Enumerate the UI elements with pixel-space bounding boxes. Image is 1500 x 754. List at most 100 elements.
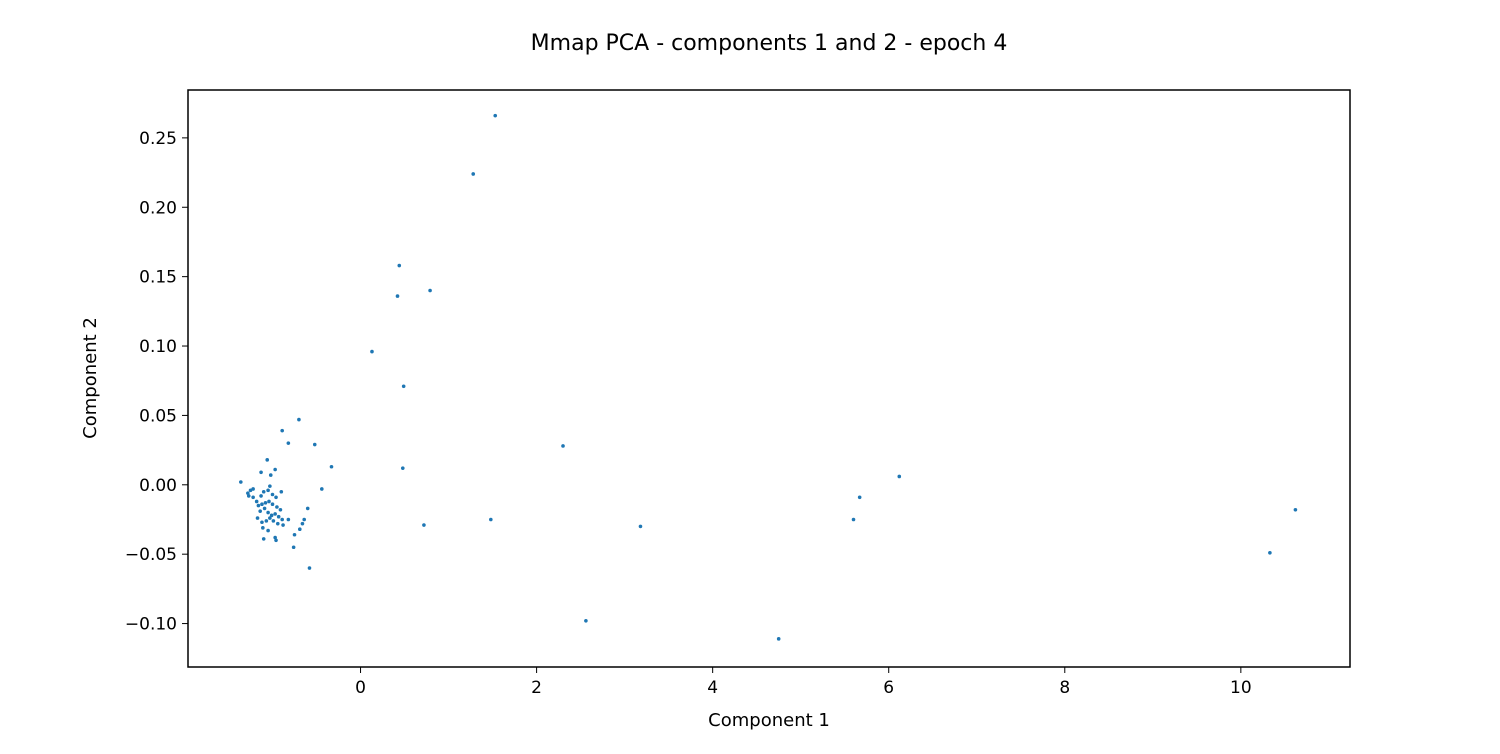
data-point	[320, 487, 324, 491]
y-tick-label: 0.20	[139, 198, 177, 218]
x-axis-label: Component 1	[708, 710, 830, 731]
data-point	[258, 509, 262, 513]
data-point	[278, 507, 283, 512]
data-point	[266, 488, 270, 493]
data-point	[307, 566, 312, 570]
data-point	[248, 488, 253, 493]
data-point	[851, 517, 856, 522]
data-point	[267, 499, 271, 504]
data-point	[1293, 507, 1298, 512]
y-axis-label: Component 2	[80, 317, 101, 439]
data-point	[297, 417, 301, 422]
x-tick-label: 10	[1230, 678, 1252, 698]
y-axis-ticks: −0.10 −0.05 0.00 0.05 0.10 0.15 0.20 0.25	[125, 129, 188, 635]
data-point	[493, 113, 498, 118]
chart-title: Mmap PCA - components 1 and 2 - epoch 4	[531, 31, 1008, 56]
data-point	[262, 506, 267, 511]
data-point	[255, 516, 260, 520]
data-point	[422, 523, 426, 527]
data-point	[276, 514, 281, 519]
data-point	[251, 487, 255, 491]
data-point	[395, 294, 400, 298]
data-point	[270, 492, 275, 497]
data-point	[1268, 550, 1272, 555]
data-point	[246, 491, 250, 495]
data-point	[561, 444, 565, 448]
plot-frame	[187, 89, 1351, 668]
data-point	[261, 537, 266, 541]
data-point	[273, 512, 277, 516]
data-point	[286, 517, 291, 522]
data-point	[401, 384, 406, 389]
data-point	[264, 519, 269, 523]
data-point	[261, 489, 266, 494]
data-point	[265, 458, 270, 462]
data-point	[268, 473, 273, 477]
data-point	[259, 470, 263, 475]
data-point	[260, 502, 264, 507]
data-point	[275, 505, 279, 509]
data-point	[274, 538, 278, 543]
y-tick-label: 0.25	[139, 129, 177, 149]
data-point	[273, 467, 277, 472]
data-point	[329, 464, 334, 469]
x-tick-label: 0	[355, 678, 366, 698]
data-point	[776, 637, 781, 641]
data-point	[857, 495, 862, 500]
data-point	[471, 172, 476, 176]
x-tick-label: 2	[531, 678, 542, 698]
data-point	[638, 524, 643, 529]
data-point	[489, 517, 493, 522]
data-point	[263, 501, 268, 505]
data-point	[280, 428, 284, 433]
data-point	[370, 349, 374, 354]
data-point	[254, 499, 259, 504]
data-point	[246, 494, 251, 498]
data-point	[239, 480, 243, 484]
y-tick-label: 0.15	[139, 268, 177, 288]
data-point	[312, 442, 317, 447]
data-point	[400, 466, 405, 470]
data-point	[266, 528, 270, 533]
x-tick-label: 8	[1059, 678, 1070, 698]
data-point	[300, 521, 305, 526]
x-tick-label: 6	[883, 678, 894, 698]
data-point	[270, 502, 275, 507]
data-point	[261, 526, 265, 530]
data-point	[291, 545, 296, 550]
data-point	[260, 520, 264, 525]
data-point	[298, 527, 302, 531]
data-point	[268, 484, 272, 488]
data-point	[302, 517, 307, 522]
data-point	[397, 263, 402, 268]
data-point	[280, 517, 284, 522]
data-point	[266, 510, 270, 515]
data-point	[897, 474, 902, 479]
data-point	[259, 494, 263, 498]
data-point	[292, 532, 297, 537]
data-point	[256, 503, 261, 508]
y-tick-label: −0.05	[125, 545, 177, 565]
y-tick-label: −0.10	[125, 615, 177, 635]
y-tick-label: 0.05	[139, 406, 177, 426]
data-point	[273, 535, 277, 540]
data-point	[275, 521, 280, 526]
data-point	[428, 288, 432, 293]
y-tick-label: 0.00	[139, 476, 177, 496]
data-point	[268, 516, 272, 520]
y-tick-label: 0.10	[139, 337, 177, 357]
data-point	[271, 519, 276, 523]
x-tick-label: 4	[707, 678, 718, 698]
data-point	[274, 495, 278, 500]
data-point	[269, 513, 274, 518]
data-point	[305, 506, 310, 511]
data-point	[584, 618, 588, 623]
x-axis-ticks: 0 2 4 6 8 10	[355, 667, 1252, 698]
data-point	[279, 489, 284, 494]
data-point	[281, 523, 285, 527]
points-layer	[239, 113, 1298, 641]
data-point	[286, 441, 291, 445]
